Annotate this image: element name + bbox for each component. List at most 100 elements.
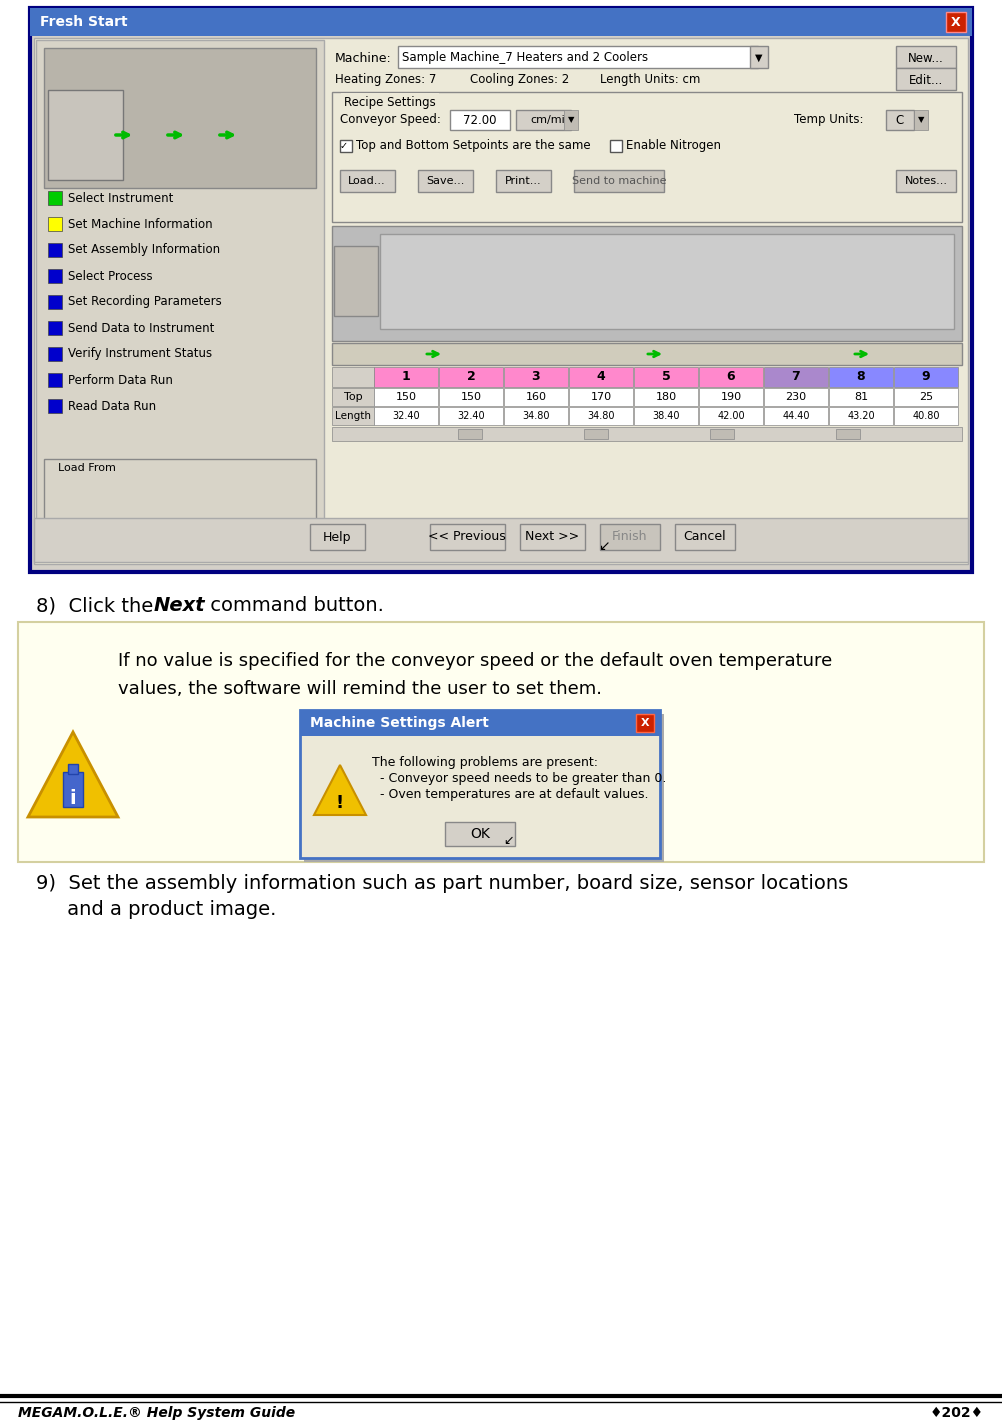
Text: ▼: ▼	[756, 53, 763, 63]
Text: - Oven temperatures are at default values.: - Oven temperatures are at default value…	[372, 787, 648, 800]
Bar	[610, 140, 622, 152]
Text: 38.40: 38.40	[652, 412, 679, 422]
Text: 180: 180	[655, 392, 676, 402]
Text: Heating Zones: 7: Heating Zones: 7	[335, 74, 437, 87]
Text: ▼: ▼	[568, 115, 574, 124]
Text: 6: 6	[726, 370, 735, 383]
Bar	[634, 367, 698, 387]
Text: Perform Data Run: Perform Data Run	[68, 373, 173, 386]
Text: 42.00: 42.00	[717, 412, 744, 422]
Bar	[764, 367, 828, 387]
Bar	[569, 407, 633, 424]
Bar	[332, 226, 962, 340]
Text: X: X	[951, 16, 961, 28]
Bar	[36, 40, 324, 534]
Text: Machine:: Machine:	[335, 51, 392, 64]
Text: Cooling Zones: 2: Cooling Zones: 2	[470, 74, 569, 87]
Bar	[332, 387, 374, 406]
Text: Send to machine: Send to machine	[572, 177, 666, 187]
Text: Cancel: Cancel	[683, 531, 726, 544]
Bar	[398, 46, 758, 68]
Text: 150: 150	[461, 392, 482, 402]
Bar	[504, 367, 568, 387]
Bar	[332, 407, 374, 424]
Text: Next >>: Next >>	[525, 531, 579, 544]
Text: Read Data Run: Read Data Run	[68, 400, 156, 413]
Bar	[439, 367, 503, 387]
Text: 8: 8	[857, 370, 866, 383]
Bar	[894, 387, 958, 406]
Text: Finish: Finish	[612, 531, 647, 544]
Text: Top and Bottom Setpoints are the same: Top and Bottom Setpoints are the same	[356, 140, 590, 152]
Bar	[836, 429, 860, 439]
Bar	[418, 169, 473, 192]
Bar	[332, 367, 374, 387]
Bar	[445, 822, 515, 846]
Bar	[44, 48, 316, 188]
Text: Help: Help	[323, 531, 352, 544]
Bar	[48, 90, 123, 179]
Text: 72.00: 72.00	[463, 114, 497, 127]
Bar	[68, 765, 78, 775]
Bar	[18, 622, 984, 862]
Text: ♦202♦: ♦202♦	[930, 1405, 984, 1420]
Text: 40.80: 40.80	[912, 412, 940, 422]
Bar	[569, 367, 633, 387]
Bar	[48, 373, 62, 387]
Bar	[829, 367, 893, 387]
Bar	[896, 169, 956, 192]
Bar	[829, 387, 893, 406]
Bar	[516, 110, 571, 130]
Bar	[380, 234, 954, 329]
Text: Edit...: Edit...	[909, 74, 943, 87]
Text: 3: 3	[532, 370, 540, 383]
Text: Verify Instrument Status: Verify Instrument Status	[68, 347, 212, 360]
Bar	[634, 387, 698, 406]
Bar	[675, 524, 735, 550]
Text: 190: 190	[720, 392, 741, 402]
Bar	[34, 38, 968, 564]
Bar	[310, 524, 365, 550]
Bar	[48, 399, 62, 413]
Text: 230: 230	[786, 392, 807, 402]
Bar	[430, 524, 505, 550]
Text: Enable Nitrogen: Enable Nitrogen	[626, 140, 721, 152]
Bar	[34, 518, 968, 562]
Bar	[699, 407, 763, 424]
Text: Load...: Load...	[348, 177, 386, 187]
Bar	[458, 429, 482, 439]
Text: - Conveyor speed needs to be greater than 0.: - Conveyor speed needs to be greater tha…	[372, 772, 666, 785]
Text: Fresh Start: Fresh Start	[40, 16, 127, 28]
Text: Sample Machine_7 Heaters and 2 Coolers: Sample Machine_7 Heaters and 2 Coolers	[402, 51, 648, 64]
Bar	[886, 110, 914, 130]
Bar	[439, 387, 503, 406]
Text: i: i	[70, 789, 76, 807]
Bar	[569, 387, 633, 406]
Text: 7: 7	[792, 370, 801, 383]
Bar	[332, 343, 962, 365]
Text: ✓: ✓	[340, 141, 348, 151]
Bar	[699, 367, 763, 387]
Text: cm/min: cm/min	[530, 115, 572, 125]
Polygon shape	[314, 765, 366, 815]
Text: 1: 1	[402, 370, 411, 383]
Text: MEGAM.O.L.E.® Help System Guide: MEGAM.O.L.E.® Help System Guide	[18, 1405, 296, 1420]
Bar	[710, 429, 734, 439]
Text: 81: 81	[854, 392, 868, 402]
Bar	[504, 407, 568, 424]
Bar	[48, 320, 62, 335]
Bar	[574, 169, 664, 192]
Bar	[894, 367, 958, 387]
Text: values, the software will remind the user to set them.: values, the software will remind the use…	[118, 681, 602, 698]
Bar	[48, 269, 62, 283]
Text: If no value is specified for the conveyor speed or the default oven temperature: If no value is specified for the conveyo…	[118, 652, 833, 671]
Bar	[896, 46, 956, 68]
Bar	[636, 713, 654, 732]
Text: Load From: Load From	[58, 463, 116, 473]
Text: Notes...: Notes...	[905, 177, 948, 187]
Bar	[44, 459, 316, 518]
Text: 44.40: 44.40	[783, 412, 810, 422]
Bar	[48, 244, 62, 256]
Text: Set Assembly Information: Set Assembly Information	[68, 244, 220, 256]
Bar	[48, 295, 62, 309]
